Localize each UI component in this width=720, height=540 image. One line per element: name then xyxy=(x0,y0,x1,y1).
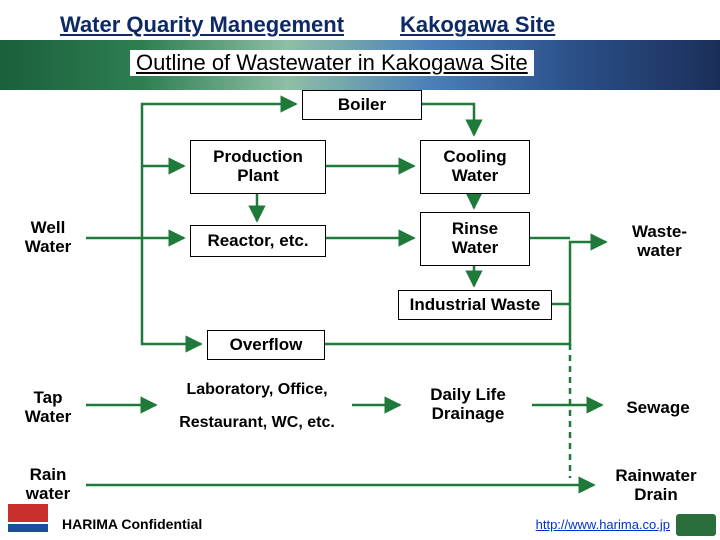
node-overflow: Overflow xyxy=(207,330,325,360)
confidential-label: HARIMA Confidential xyxy=(62,516,202,532)
page-badge xyxy=(676,514,716,536)
node-tap: TapWater xyxy=(10,380,86,436)
node-boiler: Boiler xyxy=(302,90,422,120)
node-waste: Waste-water xyxy=(612,215,707,269)
page-title-left: Water Quarity Manegement xyxy=(60,12,344,38)
node-sewage: Sewage xyxy=(608,393,708,423)
node-raindrain: RainwaterDrain xyxy=(600,462,712,510)
node-rest: Restaurant, WC, etc. xyxy=(164,410,350,436)
node-rinse: RinseWater xyxy=(420,212,530,266)
node-industrial: Industrial Waste xyxy=(398,290,552,320)
node-daily: Daily LifeDrainage xyxy=(406,378,530,432)
page-subtitle: Outline of Wastewater in Kakogawa Site xyxy=(130,50,534,76)
harima-logo xyxy=(6,502,50,534)
node-well: WellWater xyxy=(10,210,86,266)
node-reactor: Reactor, etc. xyxy=(190,225,326,257)
edge-7 xyxy=(422,104,474,135)
page-title-right: Kakogawa Site xyxy=(400,12,555,38)
node-lab: Laboratory, Office, xyxy=(164,377,350,403)
node-cooling: CoolingWater xyxy=(420,140,530,194)
footer-url[interactable]: http://www.harima.co.jp xyxy=(536,517,670,532)
node-prod_plant: ProductionPlant xyxy=(190,140,326,194)
